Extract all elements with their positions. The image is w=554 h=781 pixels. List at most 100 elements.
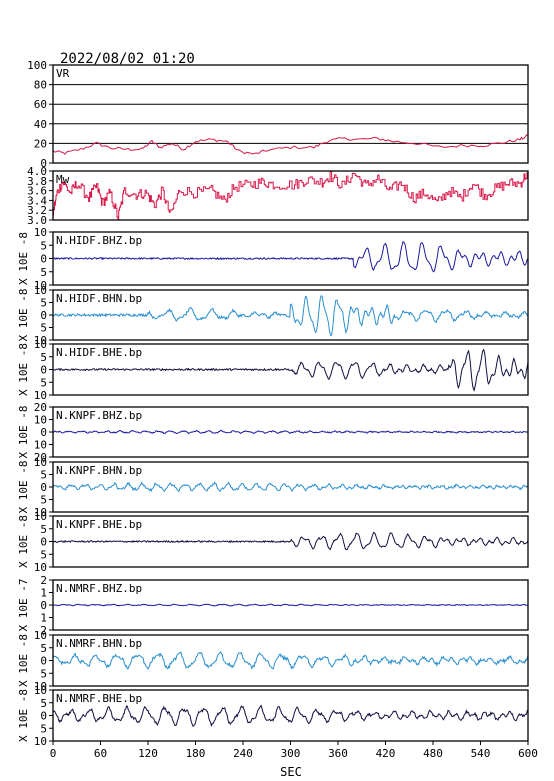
x-axis: 0 60 120 180 240 300 360 420 480 540 600	[50, 741, 538, 760]
y-tick-label: 0	[40, 536, 47, 549]
y-tick-label: 0	[40, 481, 47, 494]
y-tick-label: 3.4	[27, 194, 47, 207]
panel-label-mw: Mw	[56, 173, 70, 186]
x-tick-label: 420	[376, 747, 396, 760]
y-tick-label: 5	[40, 297, 47, 310]
y-tick-label: 5	[40, 667, 47, 680]
trace-hidf-bhz	[52, 241, 529, 273]
panel-label-vr: VR	[56, 67, 70, 80]
y-tick-label: 0	[40, 655, 47, 668]
x-tick-label: 600	[518, 747, 538, 760]
panel-vr: 0 20 40 60 80 100 VR	[27, 59, 529, 170]
y-tick-label: 5	[40, 642, 47, 655]
y-tick-label: 10	[34, 684, 47, 697]
panel-label-knpf-bhn: N.KNPF.BHN.bp	[56, 464, 142, 477]
y-tick-label: 0	[40, 364, 47, 377]
y-scale-label: X 10E -8	[17, 232, 30, 285]
trace-vr	[52, 134, 529, 155]
trace-knpf-bhn	[52, 481, 529, 493]
x-tick-label: 120	[138, 747, 158, 760]
y-tick-label: 5	[40, 266, 47, 279]
y-tick-label: 10	[34, 226, 47, 239]
y-scale-label: X 10E -8	[17, 343, 30, 396]
x-axis-label: SEC	[280, 765, 302, 779]
y-tick-label: 10	[34, 456, 47, 469]
trace-nmrf-bhn	[52, 651, 529, 671]
trace-mw	[53, 171, 529, 220]
y-tick-label: 2	[40, 624, 47, 637]
x-tick-label: 480	[423, 747, 443, 760]
panel-label-knpf-bhz: N.KNPF.BHZ.bp	[56, 409, 142, 422]
x-tick-label: 60	[94, 747, 107, 760]
y-tick-label: 10	[34, 510, 47, 523]
y-tick-label: 5	[40, 523, 47, 536]
panel-label-nmrf-bhn: N.NMRF.BHN.bp	[56, 637, 142, 650]
trace-knpf-bhe	[52, 531, 529, 551]
y-tick-label: 10	[34, 735, 47, 748]
y-tick-label: 10	[34, 629, 47, 642]
y-tick-label: 10	[34, 414, 47, 427]
y-tick-label: 1	[40, 612, 47, 625]
trace-hidf-bhe	[52, 348, 529, 392]
y-tick-label: 10	[34, 284, 47, 297]
y-tick-label: 5	[40, 548, 47, 561]
y-tick-label: 60	[34, 98, 47, 111]
y-tick-label: 5	[40, 376, 47, 389]
waveform-panels: 020406080100VR3.03.23.43.63.84.0Mw105051…	[17, 59, 529, 748]
y-scale-label: X 10E -7	[17, 579, 30, 632]
y-tick-label: 10	[34, 279, 47, 292]
panel-label-nmrf-bhz: N.NMRF.BHZ.bp	[56, 582, 142, 595]
x-tick-label: 180	[186, 747, 206, 760]
y-tick-label: 10	[34, 334, 47, 347]
y-scale-label: X 10E -8	[17, 689, 30, 742]
x-tick-label: 300	[281, 747, 301, 760]
trace-nmrf-bhe	[52, 704, 529, 728]
y-tick-label: 5	[40, 239, 47, 252]
y-tick-label: 0	[40, 157, 47, 170]
y-tick-label: 80	[34, 79, 47, 92]
y-tick-label: 5	[40, 351, 47, 364]
y-tick-label: 10	[34, 561, 47, 574]
x-tick-label: 0	[50, 747, 57, 760]
panel-label-knpf-bhe: N.KNPF.BHE.bp	[56, 518, 142, 531]
panel-mw: 3.03.23.43.63.84.0 Mw	[27, 165, 529, 227]
y-scale-label: X 10E -8	[17, 289, 30, 342]
panel-label-hidf-bhe: N.HIDF.BHE.bp	[56, 346, 142, 359]
y-tick-label: 5	[40, 322, 47, 335]
y-tick-label: 4.0	[27, 165, 47, 178]
y-tick-label: 10	[34, 506, 47, 519]
y-tick-label: 100	[27, 59, 47, 72]
trace-nmrf-bhz	[52, 603, 529, 607]
y-tick-label: 0	[40, 710, 47, 723]
y-tick-label: 10	[34, 680, 47, 693]
y-tick-label: 40	[34, 118, 47, 131]
x-tick-label: 240	[233, 747, 253, 760]
y-tick-label: 0	[40, 426, 47, 439]
y-tick-label: 10	[34, 338, 47, 351]
y-scale-label: X 10E -8	[17, 634, 30, 687]
y-scale-label: X 10E -8	[17, 406, 30, 459]
y-scale-label: X 10E -8	[17, 515, 30, 568]
y-tick-label: 3.0	[27, 214, 47, 227]
y-tick-label: 5	[40, 697, 47, 710]
y-tick-label: 3.8	[27, 175, 47, 188]
y-tick-label: 10	[34, 439, 47, 452]
y-tick-label: 5	[40, 494, 47, 507]
date-time-label: 2022/08/02 01:20	[60, 51, 195, 67]
panel-frame	[52, 64, 529, 164]
panel-label-hidf-bhn: N.HIDF.BHN.bp	[56, 292, 142, 305]
y-scale-label: X 10E -8	[17, 461, 30, 514]
y-tick-label: 5	[40, 469, 47, 482]
trace-knpf-bhz	[52, 429, 529, 435]
panel-label-hidf-bhz: N.HIDF.BHZ.bp	[56, 234, 142, 247]
